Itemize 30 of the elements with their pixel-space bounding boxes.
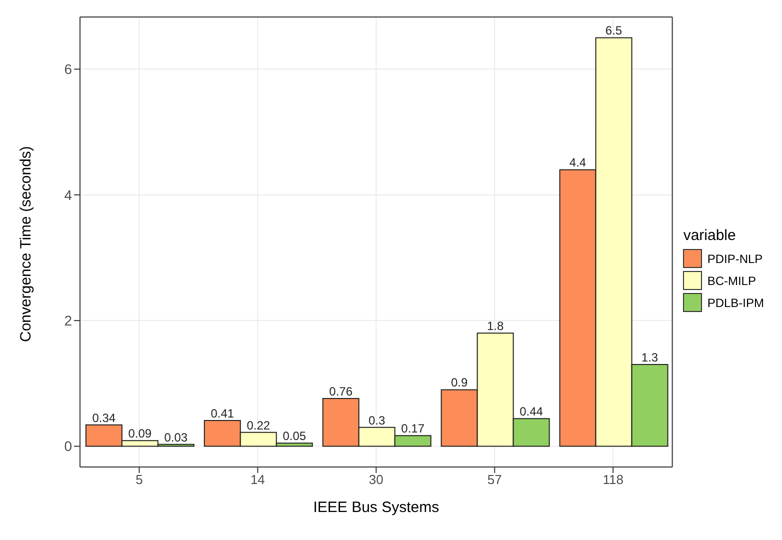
data-label: 6.5 [605, 24, 622, 38]
legend-label: PDLB-IPM [707, 296, 764, 310]
data-label: 0.41 [210, 406, 234, 420]
x-tick-label: 14 [250, 472, 265, 488]
y-tick-label: 0 [64, 438, 72, 454]
data-label: 1.3 [641, 350, 658, 365]
data-label: 0.3 [368, 413, 386, 428]
x-tick-label: 5 [136, 472, 143, 488]
y-axis-title: Convergence Time (seconds) [17, 146, 34, 342]
x-tick-label: 57 [487, 472, 502, 488]
y-tick-label: 4 [64, 186, 72, 203]
x-tick-label: 30 [368, 472, 384, 488]
data-label: 4.4 [569, 156, 586, 170]
data-label: 0.44 [520, 404, 544, 419]
x-axis-title: IEEE Bus Systems [313, 499, 440, 516]
data-label: 0.9 [450, 376, 468, 390]
x-tick-label: 118 [602, 472, 624, 488]
data-label: 0.34 [92, 410, 116, 425]
legend-label: BC-MILP [707, 274, 756, 288]
data-label: 0.76 [329, 384, 353, 398]
data-label: 0.22 [246, 418, 270, 432]
data-label: 1.8 [486, 319, 504, 334]
y-tick-label: 6 [64, 61, 72, 78]
legend-label: PDIP-NLP [707, 252, 763, 266]
legend-title: variable [683, 226, 737, 244]
data-label: 0.05 [282, 429, 306, 444]
data-label: 0.03 [164, 430, 188, 444]
data-label: 0.09 [128, 426, 152, 441]
data-label: 0.17 [401, 422, 425, 436]
y-tick-label: 2 [64, 312, 72, 329]
